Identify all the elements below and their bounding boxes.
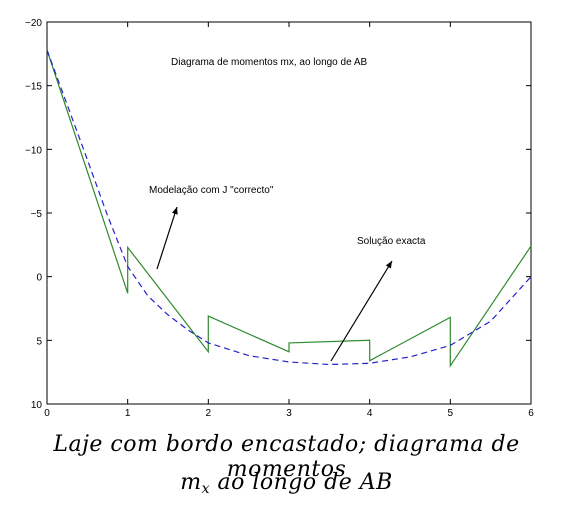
y-tick-label: −20	[25, 18, 42, 29]
arrow-solucao-exacta	[330, 260, 393, 362]
x-tick-label: 3	[286, 408, 292, 419]
chart-title: Diagrama de momentos mx, ao longo de AB	[171, 57, 368, 68]
series-line-solucao-exacta	[46, 49, 532, 366]
x-tick-label: 2	[206, 408, 212, 419]
caption-rest: ao longo de AB	[210, 470, 393, 495]
y-tick-label: −5	[31, 209, 43, 220]
series-layer	[46, 49, 532, 368]
arrow-modelacao	[156, 206, 178, 270]
caption-line-1: Laje com bordo encastado; diagrama de mo…	[53, 432, 520, 482]
x-tick-label: 1	[125, 408, 131, 419]
annotation-modelacao: Modelação com J "correcto"	[149, 185, 274, 196]
y-tick-label: 0	[36, 273, 42, 284]
y-tick-label: 10	[31, 400, 43, 411]
y-tick-label: −10	[25, 145, 42, 156]
annotation-arrows	[156, 206, 393, 362]
y-tick-label: 5	[36, 336, 42, 347]
x-tick-label: 0	[44, 408, 50, 419]
caption-subscript: x	[201, 481, 210, 497]
series-line-modelacao	[46, 49, 532, 368]
y-tick-label: −15	[25, 82, 42, 93]
moment-chart: 0 1 2 3 4 5 6 −20 −15 −10 −5 0 5 10 Diagrama de momen…	[25, 18, 534, 419]
caption-m: m	[180, 470, 202, 495]
caption-line-2: mx ao longo de AB	[0, 470, 573, 497]
axis-ticks: 0 1 2 3 4 5 6 −20 −15 −10 −5 0 5 10	[25, 18, 534, 419]
x-tick-label: 6	[528, 408, 534, 419]
x-tick-label: 4	[367, 408, 373, 419]
annotation-solucao-exacta: Solução exacta	[357, 236, 426, 247]
x-tick-label: 5	[448, 408, 454, 419]
